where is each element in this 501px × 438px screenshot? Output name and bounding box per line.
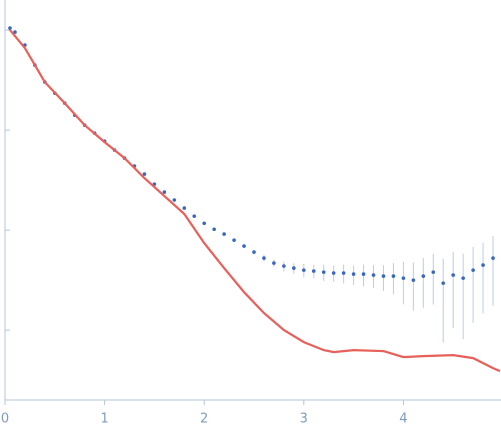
- data-point: [242, 244, 246, 248]
- data-point: [212, 227, 216, 232]
- data-point: [441, 281, 446, 285]
- data-point: [461, 276, 465, 280]
- x-tick-label: 3: [300, 412, 308, 427]
- data-point: [301, 268, 306, 272]
- data-point: [431, 270, 436, 274]
- data-point: [262, 256, 266, 260]
- x-tick-label: 0: [1, 412, 9, 427]
- data-point: [272, 261, 276, 265]
- data-point: [292, 266, 296, 270]
- x-tick-label: 2: [200, 412, 208, 427]
- data-point: [232, 238, 236, 242]
- data-point: [361, 272, 366, 276]
- data-point: [142, 172, 147, 176]
- data-point: [491, 256, 495, 260]
- fit-line: [9, 29, 501, 373]
- data-point: [8, 26, 12, 30]
- data-point: [13, 30, 17, 34]
- data-point: [401, 276, 406, 280]
- data-point: [481, 263, 485, 267]
- data-point: [182, 206, 187, 210]
- data-point: [192, 214, 197, 218]
- data-point: [202, 221, 206, 226]
- data-point: [222, 232, 226, 236]
- data-point: [341, 271, 346, 275]
- data-point: [351, 272, 356, 276]
- data-point: [391, 274, 396, 278]
- data-point: [162, 190, 167, 194]
- data-point: [252, 250, 256, 254]
- data-point: [321, 270, 326, 274]
- data-point: [371, 273, 376, 277]
- data-point: [411, 278, 416, 282]
- data-point: [471, 268, 475, 272]
- data-point: [331, 271, 336, 275]
- data-point: [282, 264, 286, 268]
- x-tick-label: 4: [399, 412, 407, 427]
- data-point: [451, 273, 455, 277]
- x-tick-label: 1: [100, 412, 108, 427]
- data-point: [172, 198, 177, 202]
- data-point: [421, 274, 426, 278]
- data-point: [311, 269, 316, 273]
- data-point: [381, 274, 386, 278]
